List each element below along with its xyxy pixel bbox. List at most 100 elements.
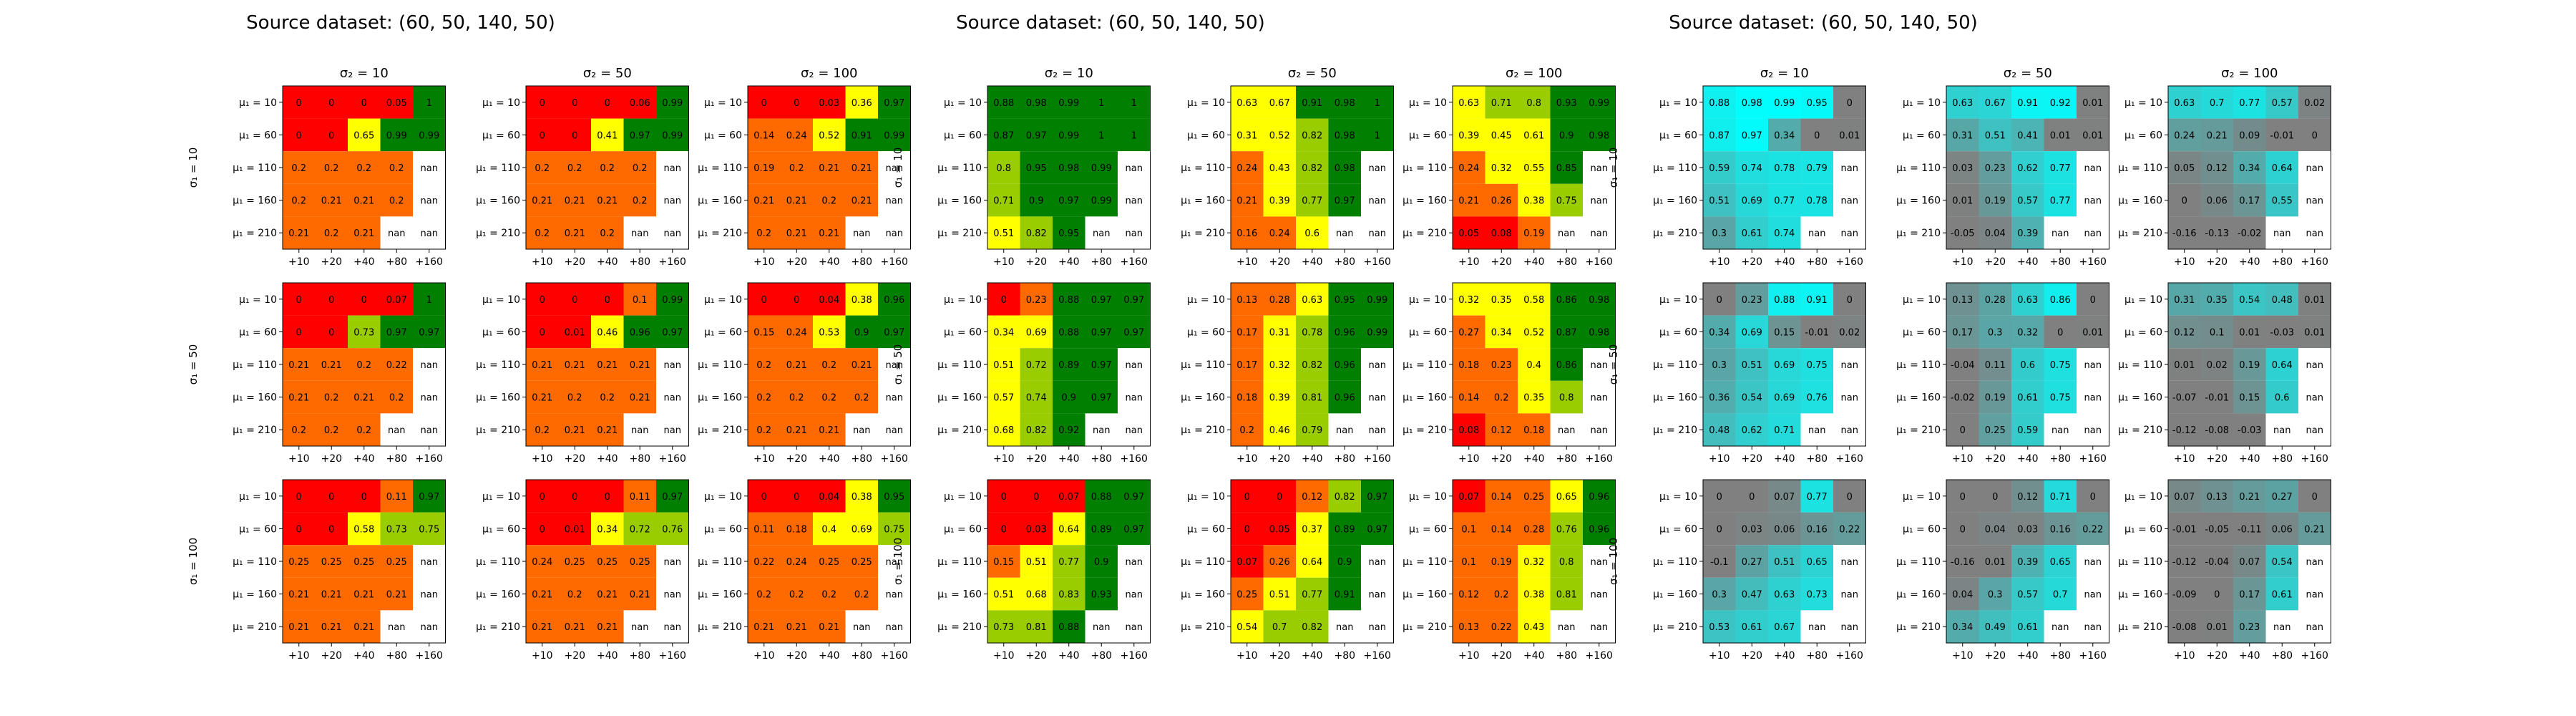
y-tick-label: μ₁ = 10 bbox=[239, 294, 277, 306]
cell-label: 0.86 bbox=[1556, 360, 1577, 371]
heatmap-cell bbox=[558, 348, 591, 381]
cell-label: 0.77 bbox=[1302, 196, 1322, 207]
cell-label: 0.46 bbox=[597, 327, 618, 338]
panel-title: Source dataset: (60, 50, 140, 50) bbox=[1669, 12, 1978, 34]
cell-label: 0.01 bbox=[2207, 622, 2228, 633]
cell-label: 0 bbox=[540, 295, 545, 306]
column-title: σ₂ = 10 bbox=[1045, 66, 1093, 81]
heatmap-cell bbox=[623, 216, 656, 249]
heatmap-cell bbox=[1946, 577, 1979, 611]
heatmap-cell bbox=[558, 380, 591, 414]
x-tick-label: +80 bbox=[1556, 256, 1577, 268]
x-tick-label: +160 bbox=[416, 650, 443, 662]
heatmap-cell bbox=[1800, 610, 1833, 643]
heatmap-cell bbox=[1833, 512, 1866, 546]
heatmap-cell bbox=[1550, 577, 1583, 611]
cell-label: 0 bbox=[605, 98, 610, 109]
cell-label: 0.65 bbox=[2050, 557, 2071, 568]
cell-label: 0.25 bbox=[630, 557, 650, 568]
x-tick-label: +20 bbox=[1491, 256, 1512, 268]
cell-label: 0.85 bbox=[1556, 163, 1577, 174]
cell-label: nan bbox=[421, 360, 438, 371]
y-tick-label: μ₁ = 160 bbox=[2118, 589, 2162, 601]
y-tick-label: μ₁ = 60 bbox=[1903, 326, 1941, 338]
cell-label: 0.24 bbox=[2174, 130, 2195, 141]
x-tick-label: +20 bbox=[1491, 453, 1512, 465]
cell-label: 0.08 bbox=[1458, 425, 1479, 436]
cell-label: nan bbox=[886, 622, 903, 633]
cell-label: 0 bbox=[761, 492, 767, 503]
heatmap-cell bbox=[1296, 283, 1329, 316]
cell-label: nan bbox=[1591, 393, 1608, 404]
x-tick-label: +20 bbox=[1269, 650, 1290, 662]
heatmap-cell bbox=[1296, 216, 1329, 249]
x-tick-label: +40 bbox=[353, 256, 375, 268]
y-tick-label: μ₁ = 210 bbox=[476, 425, 520, 436]
cell-label: 0.04 bbox=[1985, 524, 2006, 535]
heatmap-cell bbox=[1296, 610, 1329, 643]
cell-label: 0.34 bbox=[1709, 327, 1729, 338]
y-tick-label: μ₁ = 110 bbox=[937, 359, 982, 371]
cell-label: 0.32 bbox=[1523, 557, 1544, 568]
heatmap-cell bbox=[2168, 545, 2201, 578]
cell-label: 0 bbox=[328, 295, 334, 306]
heatmap-cell bbox=[1735, 86, 1768, 119]
cell-label: 0.63 bbox=[1236, 98, 1257, 109]
cell-label: 0.21 bbox=[819, 425, 839, 436]
heatmap-cell bbox=[1833, 283, 1866, 316]
heatmap-cell bbox=[380, 216, 413, 249]
cell-label: 0.98 bbox=[1589, 130, 1609, 141]
cell-label: 0.54 bbox=[1236, 622, 1257, 633]
heatmap-cell bbox=[623, 315, 656, 349]
heatmap-cell bbox=[1231, 86, 1264, 119]
y-tick-label: μ₁ = 110 bbox=[1896, 359, 1941, 371]
cell-label: 0.01 bbox=[2239, 327, 2260, 338]
heatmap-cell bbox=[526, 216, 559, 249]
heatmap-cell bbox=[987, 283, 1020, 316]
heatmap-cell bbox=[1550, 216, 1583, 249]
cell-label: 0.74 bbox=[1774, 228, 1795, 239]
heatmap-cell bbox=[623, 545, 656, 578]
x-tick-label: +10 bbox=[1236, 650, 1258, 662]
heatmap-cell bbox=[2265, 315, 2298, 349]
heatmap-cell bbox=[2200, 480, 2233, 513]
cell-label: 0.97 bbox=[1742, 130, 1762, 141]
cell-label: 0.96 bbox=[1335, 393, 1355, 404]
heatmap-cell bbox=[1053, 86, 1085, 119]
heatmap-cell bbox=[2011, 315, 2044, 349]
x-tick-label: +160 bbox=[881, 650, 908, 662]
cell-label: 0.25 bbox=[819, 557, 839, 568]
heatmap-cell bbox=[1518, 183, 1551, 217]
heatmap-cell bbox=[2168, 216, 2201, 249]
heatmap-cell bbox=[1800, 315, 1833, 349]
cell-label: 0.1 bbox=[1461, 557, 1476, 568]
cell-label: 0.21 bbox=[597, 196, 618, 207]
heatmap-cell bbox=[2011, 86, 2044, 119]
cell-label: 0.21 bbox=[288, 590, 309, 601]
x-tick-label: +40 bbox=[1774, 453, 1795, 465]
heatmap-cell bbox=[1118, 118, 1151, 152]
heatmap-cell bbox=[1085, 577, 1118, 611]
cell-label: nan bbox=[2306, 425, 2323, 436]
cell-label: 0.97 bbox=[1091, 360, 1112, 371]
cell-label: 0.97 bbox=[630, 130, 650, 141]
cell-label: 0.21 bbox=[753, 622, 774, 633]
cell-label: 0.32 bbox=[1269, 360, 1290, 371]
cell-label: 0.21 bbox=[353, 393, 374, 404]
heatmap-cell bbox=[878, 512, 911, 546]
y-tick-label: μ₁ = 210 bbox=[698, 228, 742, 239]
heatmap-cell bbox=[1053, 348, 1085, 381]
heatmap-cell bbox=[623, 413, 656, 446]
heatmap-cell bbox=[413, 118, 446, 152]
heatmap-cell bbox=[1583, 283, 1616, 316]
heatmap-cell bbox=[1328, 577, 1361, 611]
heatmap-cell bbox=[1583, 315, 1616, 349]
y-tick-label: μ₁ = 210 bbox=[1181, 228, 1225, 239]
heatmap-cell bbox=[1361, 380, 1394, 414]
cell-label: 0.96 bbox=[1335, 360, 1355, 371]
cell-label: 0 bbox=[296, 492, 302, 503]
cell-label: -0.02 bbox=[1951, 393, 1975, 404]
cell-label: nan bbox=[1126, 228, 1143, 239]
heatmap-cell bbox=[1263, 380, 1296, 414]
cell-label: 0.25 bbox=[1236, 590, 1257, 601]
